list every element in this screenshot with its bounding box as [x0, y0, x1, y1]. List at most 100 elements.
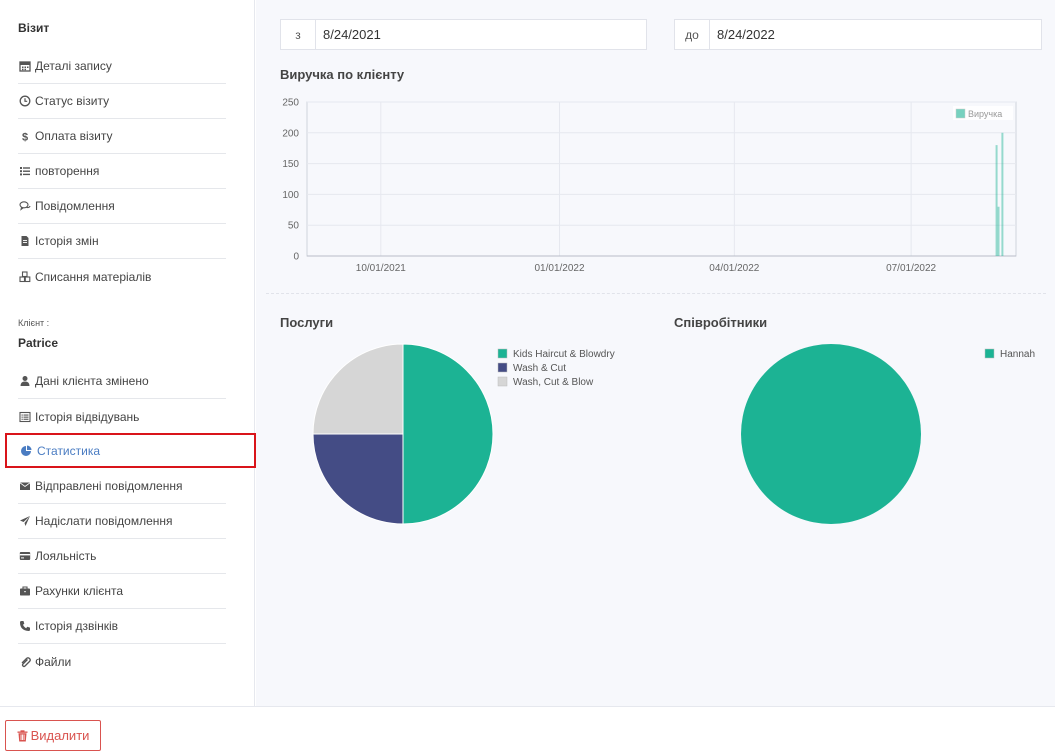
sidebar-item-loyalty[interactable]: Лояльність — [18, 539, 226, 574]
sidebar-item-statistics[interactable]: Статистика — [5, 433, 256, 468]
visit-nav: Деталі запису Статус візиту $ Оплата віз… — [18, 49, 226, 294]
x-tick-label: 07/01/2022 — [886, 263, 936, 274]
pie-slice — [312, 433, 404, 525]
date-from-field[interactable]: з 8/24/2021 — [280, 19, 647, 50]
file-icon — [18, 235, 31, 247]
revenue-bar — [995, 145, 998, 256]
delete-button[interactable]: Видалити — [5, 720, 101, 751]
list-alt-icon — [18, 411, 31, 423]
y-tick-label: 200 — [282, 128, 299, 139]
bottom-bar: Видалити — [0, 706, 1055, 755]
svg-text:$: $ — [21, 132, 27, 143]
legend-swatch — [984, 348, 995, 359]
sidebar-item-label: Статистика — [37, 443, 101, 458]
client-nav: Дані клієнта змінено Історія відвідувань — [18, 364, 226, 434]
credit-card-icon — [18, 550, 31, 562]
legend-swatch — [497, 376, 508, 387]
legend-swatch — [497, 348, 508, 359]
comments-icon — [18, 200, 31, 212]
cubes-icon — [18, 270, 31, 283]
sidebar-item-recurrence[interactable]: повторення — [18, 154, 226, 189]
phone-icon — [18, 620, 31, 632]
legend-label: Kids Haircut & Blowdry — [513, 349, 615, 360]
pie-slice — [312, 343, 404, 435]
legend-swatch — [955, 108, 966, 119]
revenue-bar — [997, 206, 1000, 256]
pie-chart-icon — [20, 445, 33, 457]
section-divider — [266, 293, 1046, 294]
statistics-panel: з 8/24/2021 до 8/24/2022 Виручка по кліє… — [256, 0, 1055, 706]
y-tick-label: 250 — [282, 98, 299, 109]
sidebar-item-label: Історія дзвінків — [35, 619, 119, 633]
date-from-value[interactable]: 8/24/2021 — [323, 27, 381, 42]
services-pie-chart: Kids Haircut & Blowdry Wash & Cut Wash, Cu… — [312, 343, 615, 525]
sidebar-item-change-history[interactable]: Історія змін — [18, 224, 226, 259]
client-name: Patrice — [18, 336, 59, 350]
revenue-chart: 0 50 100 150 200 250 10/01/2021 01/01/2022 04/01… — [282, 98, 1017, 274]
legend-label: Wash & Cut — [513, 363, 566, 374]
sidebar-item-visit-payment[interactable]: $ Оплата візиту — [18, 119, 226, 154]
date-to-value[interactable]: 8/24/2022 — [717, 27, 775, 42]
client-label: Клієнт : — [18, 318, 50, 328]
staff-chart-title: Співробітники — [674, 315, 768, 330]
date-to-field[interactable]: до 8/24/2022 — [674, 19, 1042, 50]
y-tick-label: 0 — [293, 252, 299, 263]
sidebar-item-files[interactable]: Файли — [18, 644, 226, 679]
sidebar-item-materials[interactable]: Списання матеріалів — [18, 259, 226, 294]
legend-swatch — [497, 362, 508, 373]
client-nav-2: Відправлені повідомлення Надіслати повід… — [18, 469, 226, 679]
sidebar-item-label: Історія змін — [35, 234, 99, 248]
sidebar-item-label: Дані клієнта змінено — [35, 374, 149, 388]
list-icon — [18, 165, 31, 177]
sidebar-item-label: Рахунки клієнта — [35, 584, 124, 598]
sidebar-item-sent-messages[interactable]: Відправлені повідомлення — [18, 469, 226, 504]
user-icon — [18, 375, 31, 387]
legend-label: Wash, Cut & Blow — [513, 377, 594, 388]
revenue-bar — [1001, 132, 1004, 256]
sidebar-item-client-invoices[interactable]: Рахунки клієнта — [18, 574, 226, 609]
sidebar-item-label: Історія відвідувань — [35, 409, 140, 424]
visit-section-title: Візит — [18, 21, 50, 35]
sidebar-item-call-history[interactable]: Історія дзвінків — [18, 609, 226, 644]
sidebar-item-label: Відправлені повідомлення — [35, 479, 183, 493]
clock-icon — [18, 95, 31, 107]
services-chart-title: Послуги — [280, 315, 334, 330]
sidebar-item-visit-history[interactable]: Історія відвідувань — [18, 399, 226, 434]
sidebar-item-label: Статус візиту — [35, 94, 110, 108]
briefcase-icon — [18, 585, 31, 597]
delete-button-label: Видалити — [30, 728, 90, 743]
date-to-prefix: до — [675, 20, 710, 49]
dollar-icon: $ — [18, 130, 31, 143]
x-tick-label: 01/01/2022 — [534, 263, 584, 274]
legend-box — [953, 106, 1013, 120]
sidebar-item-visit-status[interactable]: Статус візиту — [18, 84, 226, 119]
sidebar-item-label: Лояльність — [35, 549, 97, 563]
sidebar-item-label: Оплата візиту — [35, 129, 113, 143]
revenue-chart-title: Виручка по клієнту — [280, 67, 405, 82]
y-tick-label: 150 — [282, 159, 299, 170]
plot-area — [306, 101, 1017, 257]
legend-label: Виручка — [968, 109, 1002, 119]
x-tick-label: 10/01/2021 — [356, 263, 406, 274]
x-tick-label: 04/01/2022 — [709, 263, 759, 274]
pie-slice — [402, 343, 494, 525]
sidebar-item-client-data[interactable]: Дані клієнта змінено — [18, 364, 226, 399]
y-tick-label: 100 — [282, 190, 299, 201]
sidebar-item-label: Деталі запису — [35, 59, 112, 73]
paper-plane-icon — [18, 515, 31, 527]
sidebar-item-label: Списання матеріалів — [35, 269, 152, 284]
legend-label: Hannah — [1000, 349, 1035, 360]
trash-icon — [17, 729, 28, 741]
paperclip-icon — [18, 656, 31, 668]
sidebar-item-messages[interactable]: Повідомлення — [18, 189, 226, 224]
sidebar-item-appointment-details[interactable]: Деталі запису — [18, 49, 226, 84]
pie-slice — [741, 344, 921, 524]
sidebar-item-label: повторення — [35, 164, 100, 178]
sidebar-item-send-message[interactable]: Надіслати повідомлення — [18, 504, 226, 539]
sidebar: Візит Деталі запису Статус візиту $ Опла… — [0, 0, 255, 706]
envelope-icon — [18, 480, 31, 492]
staff-pie-chart: Hannah — [741, 344, 1035, 524]
calendar-icon — [18, 60, 31, 72]
date-from-prefix: з — [281, 20, 316, 49]
sidebar-item-label: Файли — [35, 654, 72, 669]
